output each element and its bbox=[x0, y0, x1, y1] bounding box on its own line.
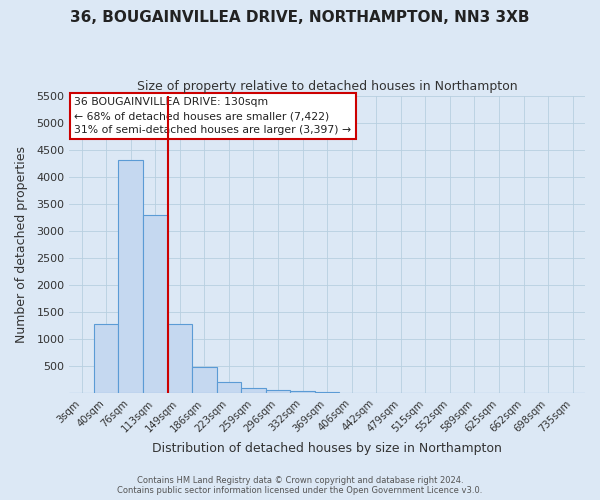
Bar bbox=[143, 215, 167, 393]
Bar bbox=[290, 392, 315, 393]
Text: 36, BOUGAINVILLEA DRIVE, NORTHAMPTON, NN3 3XB: 36, BOUGAINVILLEA DRIVE, NORTHAMPTON, NN… bbox=[70, 10, 530, 25]
Bar bbox=[192, 367, 217, 393]
Text: 36 BOUGAINVILLEA DRIVE: 130sqm
← 68% of detached houses are smaller (7,422)
31% : 36 BOUGAINVILLEA DRIVE: 130sqm ← 68% of … bbox=[74, 97, 352, 135]
Text: Contains HM Land Registry data © Crown copyright and database right 2024.
Contai: Contains HM Land Registry data © Crown c… bbox=[118, 476, 482, 495]
Y-axis label: Number of detached properties: Number of detached properties bbox=[15, 146, 28, 343]
Bar bbox=[94, 324, 118, 393]
X-axis label: Distribution of detached houses by size in Northampton: Distribution of detached houses by size … bbox=[152, 442, 502, 455]
Bar bbox=[315, 392, 340, 393]
Bar bbox=[266, 390, 290, 393]
Bar bbox=[167, 324, 192, 393]
Bar bbox=[217, 382, 241, 393]
Title: Size of property relative to detached houses in Northampton: Size of property relative to detached ho… bbox=[137, 80, 517, 93]
Bar bbox=[241, 388, 266, 393]
Bar bbox=[118, 160, 143, 393]
